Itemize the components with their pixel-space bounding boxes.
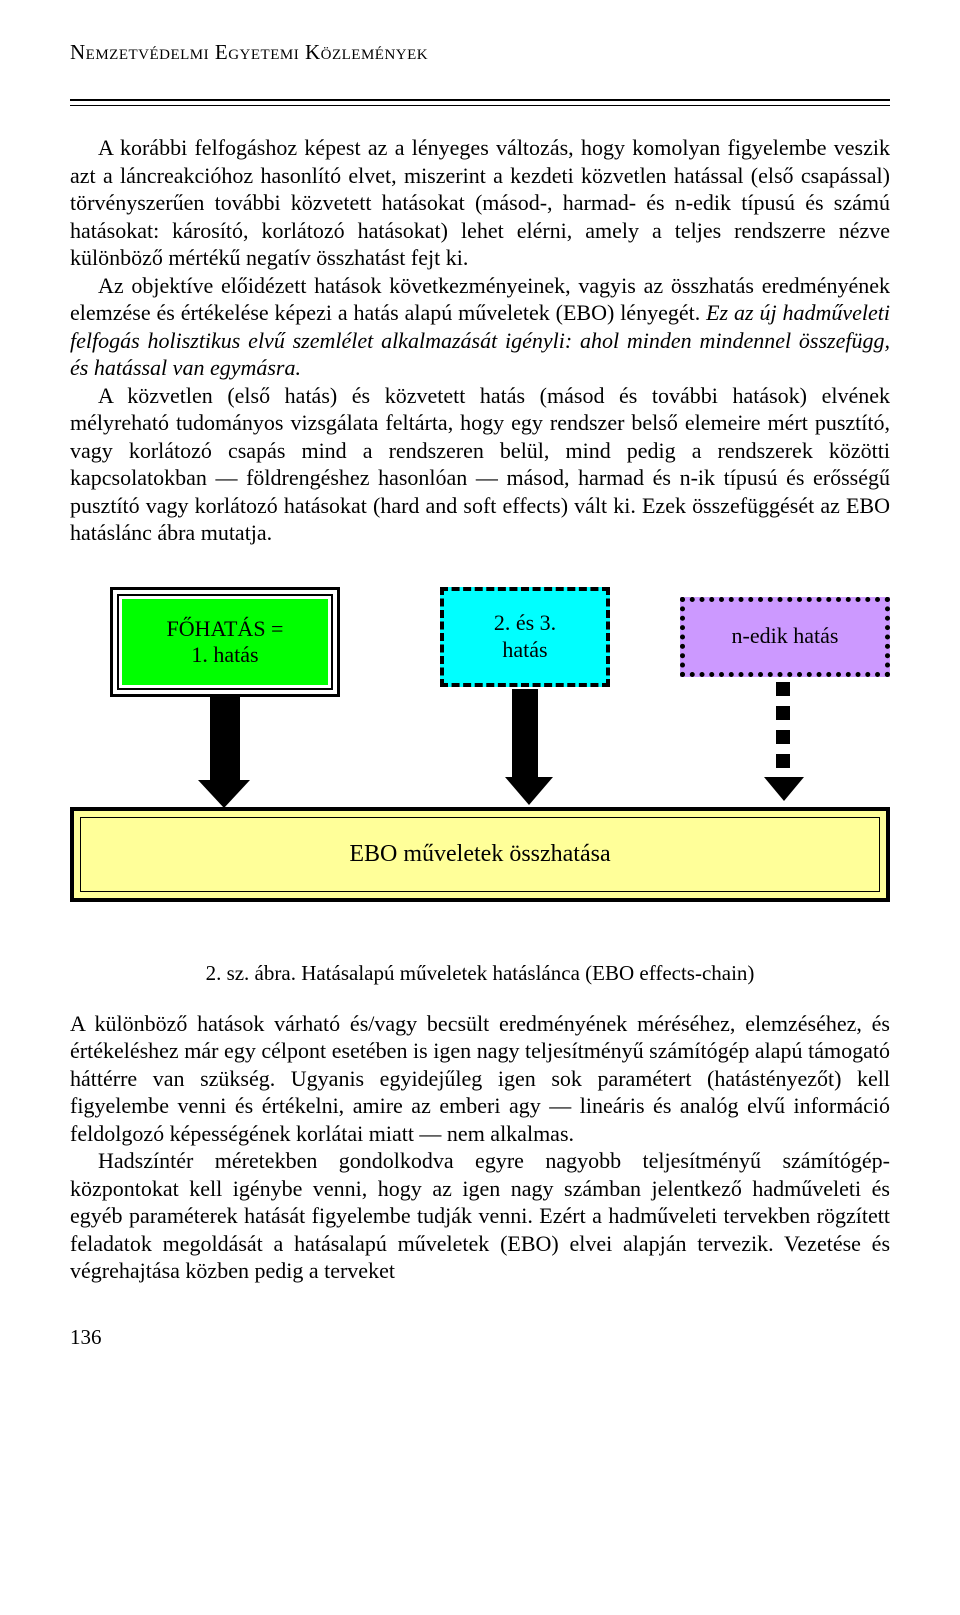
body-text-block-1: A korábbi felfogáshoz képest az a lényeg… (70, 134, 890, 547)
box1-line2: 1. hatás (191, 642, 258, 667)
diagram-box-main-effect: FŐHATÁS = 1. hatás (110, 587, 340, 697)
arrow-1-shaft (210, 697, 240, 782)
paragraph-5: Hadszíntér méretekben gondolkodva egyre … (70, 1147, 890, 1285)
figure-caption: 2. sz. ábra. Hatásalapú műveletek hatásl… (70, 961, 890, 986)
box3-text: n-edik hatás (732, 623, 839, 649)
paragraph-3: A közvetlen (első hatás) és közvetett ha… (70, 382, 890, 547)
box2-line1: 2. és 3. (494, 610, 556, 635)
paragraph-2: Az objektíve előidézett hatások következ… (70, 272, 890, 382)
page-number: 136 (70, 1325, 890, 1350)
arrow-3-head-icon (764, 777, 804, 801)
page-header: Nemzetvédelmi Egyetemi Közlemények (70, 40, 890, 71)
box4-text: EBO műveletek összhatása (349, 840, 610, 869)
body-text-block-2: A különböző hatások várható és/vagy becs… (70, 1010, 890, 1285)
header-rule (70, 99, 890, 106)
arrow-3-dashed-shaft (776, 682, 790, 778)
arrow-2-shaft (512, 689, 538, 779)
arrow-2-head-icon (505, 777, 553, 805)
ebo-effects-chain-diagram: FŐHATÁS = 1. hatás 2. és 3. hatás n-edik… (70, 577, 890, 937)
paragraph-4: A különböző hatások várható és/vagy becs… (70, 1010, 890, 1148)
diagram-box-second-third-effect: 2. és 3. hatás (440, 587, 610, 687)
diagram-box-total-effect: EBO műveletek összhatása (70, 807, 890, 902)
box2-line2: hatás (502, 637, 547, 662)
paragraph-1: A korábbi felfogáshoz képest az a lényeg… (70, 134, 890, 272)
arrow-1-head-icon (198, 780, 250, 808)
box1-line1: FŐHATÁS = (167, 616, 284, 641)
diagram-box-nth-effect: n-edik hatás (680, 597, 890, 677)
